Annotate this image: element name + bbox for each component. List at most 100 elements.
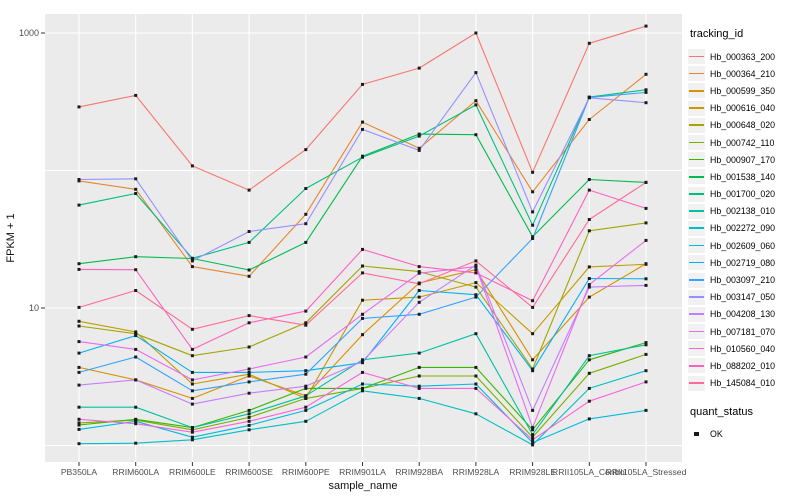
data-point [644, 221, 648, 225]
data-point [361, 298, 364, 302]
data-point [190, 428, 194, 432]
data-point [134, 192, 138, 195]
data-point [77, 423, 81, 427]
data-point [77, 370, 81, 374]
data-point [304, 369, 308, 373]
data-point [531, 426, 535, 430]
data-point [304, 396, 308, 400]
data-point [644, 72, 648, 76]
legend-item-Hb_003147_050: Hb_003147_050 [688, 289, 800, 306]
data-point [361, 382, 364, 386]
data-point [134, 255, 138, 259]
legend-item-label: Hb_004208_130 [710, 309, 776, 320]
legend-item-Hb_000648_020: Hb_000648_020 [688, 117, 800, 134]
data-point [361, 386, 364, 390]
data-point [361, 155, 364, 159]
data-point [247, 423, 251, 427]
data-point [361, 247, 364, 251]
legend-item-label: Hb_010560_040 [710, 343, 776, 354]
data-point [531, 170, 535, 174]
legend-item-label: Hb_001700_020 [710, 189, 776, 200]
series-points [77, 24, 648, 447]
data-point [587, 118, 591, 121]
legend-item-Hb_003097_210: Hb_003097_210 [688, 271, 800, 288]
x-tick-label: RRII105LA_Control [552, 467, 627, 477]
data-point [247, 370, 251, 374]
data-point [587, 178, 591, 181]
data-point [77, 351, 81, 355]
data-point [361, 120, 364, 124]
legend-item-label: Hb_002609_060 [710, 240, 776, 251]
data-point [77, 427, 81, 431]
legend-item-label: Hb_003147_050 [710, 292, 776, 303]
data-point [247, 345, 251, 349]
legend-quant-items: OK [688, 426, 800, 443]
data-point [531, 369, 535, 373]
data-point [644, 24, 648, 28]
legend-item-Hb_010560_040: Hb_010560_040 [688, 340, 800, 357]
data-point [77, 383, 81, 387]
legend-key-line-icon [688, 375, 705, 391]
data-point [304, 240, 308, 244]
data-point [587, 218, 591, 221]
legend-item-label: Hb_000648_020 [710, 120, 776, 131]
data-point [587, 265, 591, 269]
legend-item-label: Hb_000364_210 [710, 68, 776, 79]
data-point [474, 374, 478, 378]
legend-item-label: Hb_000907_170 [710, 154, 776, 165]
data-point [361, 271, 364, 275]
data-point [474, 265, 478, 269]
data-point [644, 343, 648, 347]
data-point [417, 265, 421, 269]
x-tick-label: PB350LA [61, 467, 98, 477]
data-point [531, 235, 535, 239]
data-point [417, 132, 421, 136]
legend: tracking_id Hb_000363_200 Hb_000364_210 Hb… [688, 28, 800, 443]
data-point [247, 380, 251, 384]
data-point [531, 190, 535, 194]
legend-key-line-icon [688, 272, 705, 288]
data-point [134, 419, 138, 423]
x-tick-label: RRIM928LA [452, 467, 499, 477]
data-point [134, 177, 138, 181]
data-point [474, 259, 478, 263]
legend-item-Hb_000363_200: Hb_000363_200 [688, 48, 800, 65]
data-point [531, 367, 535, 371]
data-point [474, 281, 478, 285]
data-point [531, 435, 535, 439]
data-point [474, 285, 478, 289]
data-point [134, 332, 138, 336]
data-point [304, 321, 308, 325]
data-point [190, 402, 194, 406]
data-point [474, 382, 478, 386]
legend-item-Hb_088202_010: Hb_088202_010 [688, 357, 800, 374]
data-point [77, 442, 81, 446]
data-point [474, 412, 478, 416]
data-point [531, 299, 535, 303]
data-point [247, 412, 251, 416]
data-point [417, 386, 421, 390]
data-point [417, 148, 421, 152]
legend-item-label: Hb_000599_350 [710, 85, 776, 96]
data-point [361, 389, 364, 393]
data-point [247, 428, 251, 432]
data-point [190, 256, 194, 260]
legend-item-label: OK [710, 429, 723, 440]
data-point [190, 259, 194, 263]
legend-item-Hb_000364_210: Hb_000364_210 [688, 65, 800, 82]
data-point [644, 90, 648, 94]
data-point [304, 394, 308, 398]
legend-key-line-icon [688, 341, 705, 357]
data-point [190, 389, 194, 393]
data-point [417, 351, 421, 355]
legend-key-point-icon [688, 427, 705, 442]
data-point [474, 133, 478, 137]
data-point [531, 210, 535, 214]
data-point [190, 430, 194, 434]
x-tick-label: RRIM600LA [112, 467, 159, 477]
data-point [587, 371, 591, 375]
data-point [77, 340, 81, 344]
legend-key-line-icon [688, 117, 705, 133]
data-point [644, 277, 648, 281]
